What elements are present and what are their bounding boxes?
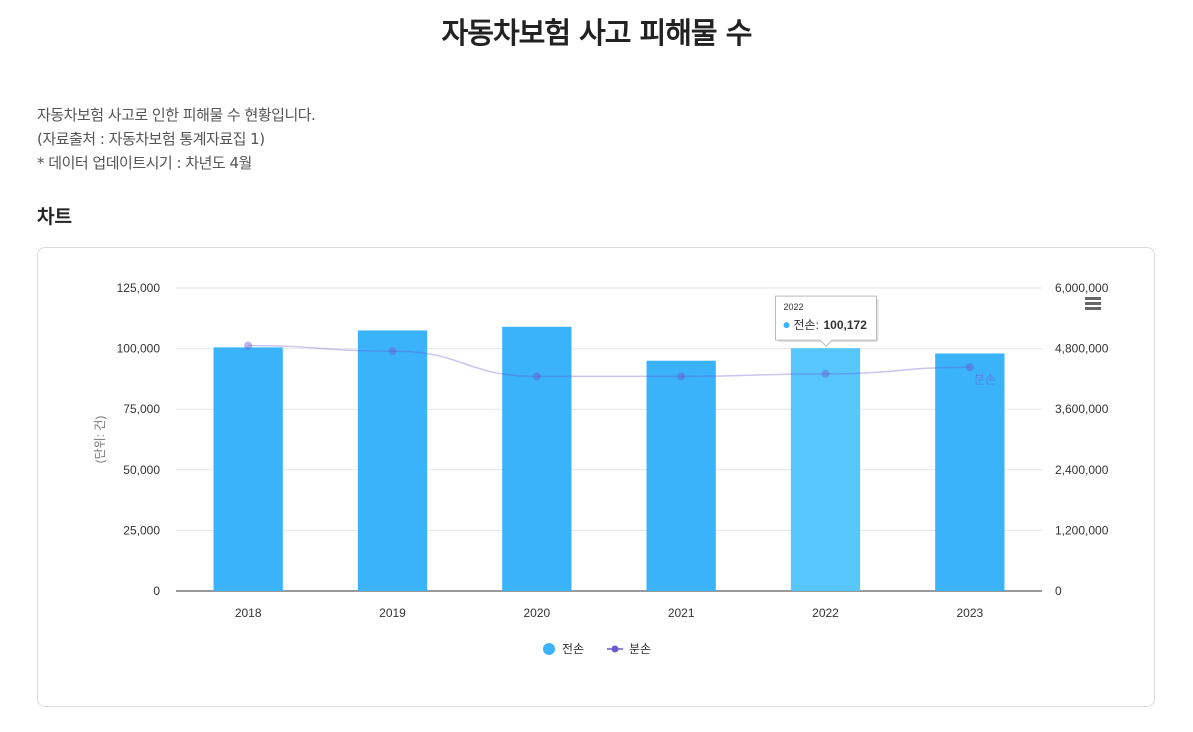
bar[interactable] [502,326,572,591]
x-tick-label: 2021 [668,606,695,620]
y2-tick-label: 1,200,000 [1055,523,1109,537]
bar[interactable] [357,330,428,591]
hamburger-menu-icon[interactable] [1085,302,1101,305]
x-tick-label: 2018 [235,606,262,620]
x-tick-label: 2020 [523,606,550,620]
tooltip-value: 100,172 [824,318,868,332]
bar[interactable] [790,348,861,591]
y2-tick-label: 6,000,000 [1055,281,1109,295]
line-point[interactable] [965,363,974,372]
line-point[interactable] [821,369,830,378]
legend-label[interactable]: 전손 [562,642,584,656]
page-description: 자동차보험 사고로 인한 피해물 수 현황입니다. (자료출처 : 자동차보험 … [37,103,316,175]
y2-tick-label: 3,600,000 [1055,402,1109,416]
chart-svg: 0 25,000 50,000 75,000 100,000 125,000 0 1,200,… [93,281,1109,656]
description-line: (자료출처 : 자동차보험 통계자료집 1) [37,130,265,148]
y-axis-label: (단위: 건) [93,416,107,464]
line-point[interactable] [244,341,253,350]
bar[interactable] [646,360,716,591]
line-point[interactable] [677,372,686,381]
tooltip-box [775,295,877,347]
y-tick-label: 0 [153,584,160,598]
tooltip-series: 전손: [794,318,819,332]
y2-tick-label: 0 [1055,584,1062,598]
line-end-label: 분손 [974,372,996,386]
legend-marker-bar[interactable] [543,643,555,655]
legend-marker-line-point[interactable] [611,645,619,653]
y2-tick-label: 2,400,000 [1055,463,1109,477]
description-line: 자동차보험 사고로 인한 피해물 수 현황입니다. [37,106,316,124]
y2-tick-label: 4,800,000 [1055,342,1109,356]
hamburger-menu-icon[interactable] [1085,297,1101,300]
tooltip-marker [783,322,790,329]
y-tick-label: 25,000 [123,523,160,537]
legend-label[interactable]: 분손 [629,642,651,656]
bar[interactable] [213,347,283,591]
page-title: 자동차보험 사고 피해물 수 [441,16,753,50]
y-tick-label: 125,000 [117,281,161,295]
line-series [248,344,970,378]
x-tick-label: 2023 [956,606,983,620]
description-line: * 데이터 업데이트시기 : 차년도 4월 [37,154,252,172]
y-tick-label: 50,000 [123,463,160,477]
line-point[interactable] [388,347,397,356]
bar[interactable] [935,353,1005,591]
x-tick-label: 2022 [812,606,839,620]
line-point[interactable] [532,372,541,381]
chart-container: 0 25,000 50,000 75,000 100,000 125,000 0 1,200,… [37,247,1155,707]
tooltip-category: 2022 [784,302,804,312]
y-tick-label: 100,000 [117,342,161,356]
hamburger-menu-icon[interactable] [1085,307,1101,310]
x-tick-label: 2019 [379,606,406,620]
y-tick-label: 75,000 [123,402,160,416]
section-title: 차트 [37,206,72,228]
